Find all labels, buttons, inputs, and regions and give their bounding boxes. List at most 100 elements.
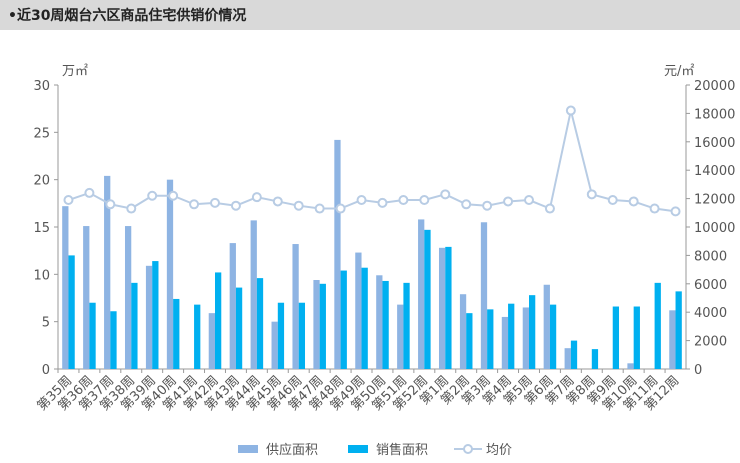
bar: [382, 280, 389, 369]
bar: [89, 302, 96, 369]
line-marker: [293, 200, 304, 211]
y-tick-label: 10: [33, 268, 50, 283]
header-bar: [0, 0, 740, 30]
bar: [229, 243, 236, 369]
bar: [480, 222, 488, 369]
bar: [466, 313, 473, 369]
bar: [570, 340, 578, 369]
line-marker: [586, 189, 597, 200]
line-marker: [565, 105, 576, 116]
bar: [104, 175, 111, 369]
bar: [83, 226, 90, 369]
legend-label: 供应面积: [266, 442, 318, 458]
bar: [438, 247, 446, 369]
legend-swatch: [348, 445, 368, 453]
legend-label: 销售面积: [376, 442, 428, 458]
bar: [397, 304, 404, 369]
bar: [445, 246, 452, 369]
bar: [235, 287, 243, 369]
chart-title: •近30周烟台六区商品住宅供销价情况: [8, 7, 246, 24]
bar: [654, 282, 661, 369]
y2-tick-label: 12000: [694, 193, 735, 208]
bar: [145, 265, 153, 369]
line-marker: [524, 195, 534, 206]
line-marker: [168, 190, 179, 201]
line-marker: [272, 196, 283, 207]
bar: [313, 280, 320, 369]
bar: [173, 298, 180, 369]
bar: [403, 282, 410, 369]
legend-swatch: [463, 444, 473, 454]
bar: [543, 284, 550, 369]
y2-tick-label: 20000: [694, 79, 735, 94]
bar: [215, 272, 222, 369]
bar: [124, 226, 132, 369]
bar: [110, 311, 117, 369]
line-marker: [377, 197, 388, 208]
bar: [131, 282, 138, 369]
line-marker: [230, 200, 241, 211]
line-marker: [628, 196, 639, 207]
y-tick-label: 20: [33, 174, 50, 189]
y2-axis-label: 元/㎡: [664, 64, 694, 79]
bar: [208, 313, 215, 369]
line-marker: [419, 195, 430, 206]
y2-tick-label: 0: [694, 363, 702, 378]
bar: [68, 255, 75, 369]
line-marker: [251, 192, 262, 203]
bar: [319, 283, 326, 369]
y-tick-label: 30: [33, 79, 50, 94]
line-marker: [147, 190, 158, 201]
bar: [361, 267, 368, 369]
bar: [522, 307, 529, 369]
line-marker: [335, 203, 346, 214]
line-marker: [126, 203, 137, 214]
line-marker: [210, 197, 220, 208]
bar: [487, 309, 494, 369]
y2-tick-label: 10000: [694, 221, 735, 236]
bar: [152, 261, 159, 369]
y-tick-label: 0: [42, 363, 50, 378]
bar: [376, 275, 383, 369]
line-marker: [84, 187, 95, 198]
line-marker: [314, 203, 325, 214]
line-marker: [670, 206, 681, 217]
legend-item: 均价: [454, 443, 512, 458]
line-marker: [461, 199, 472, 210]
y-tick-label: 5: [42, 316, 50, 331]
bar: [633, 306, 640, 369]
legend-item: 销售面积: [348, 442, 428, 458]
line-marker: [63, 195, 74, 206]
bar: [591, 349, 599, 369]
bar: [62, 206, 69, 369]
bar: [669, 310, 676, 369]
bar: [627, 363, 634, 369]
y2-tick-label: 18000: [694, 107, 735, 122]
line-marker: [649, 203, 660, 214]
legend-item: 供应面积: [238, 442, 318, 458]
bar: [194, 304, 201, 369]
bar: [459, 294, 467, 369]
line-marker: [356, 195, 367, 206]
bar: [612, 306, 620, 369]
bar: [501, 316, 509, 369]
legend-swatch: [238, 445, 258, 453]
bar: [250, 220, 257, 369]
bar: [529, 295, 536, 369]
bar: [292, 244, 299, 369]
bar: [271, 321, 278, 369]
bar: [564, 348, 571, 369]
line-marker: [607, 195, 618, 206]
bar: [675, 291, 682, 369]
y2-tick-label: 2000: [694, 335, 727, 350]
y2-tick-label: 4000: [694, 306, 727, 321]
y2-tick-label: 14000: [694, 164, 735, 179]
bar: [334, 139, 341, 369]
bar: [256, 278, 264, 369]
bar: [424, 229, 431, 369]
bar: [166, 179, 174, 369]
y2-tick-label: 16000: [694, 136, 735, 151]
line-marker: [398, 195, 409, 206]
bar: [355, 252, 362, 369]
